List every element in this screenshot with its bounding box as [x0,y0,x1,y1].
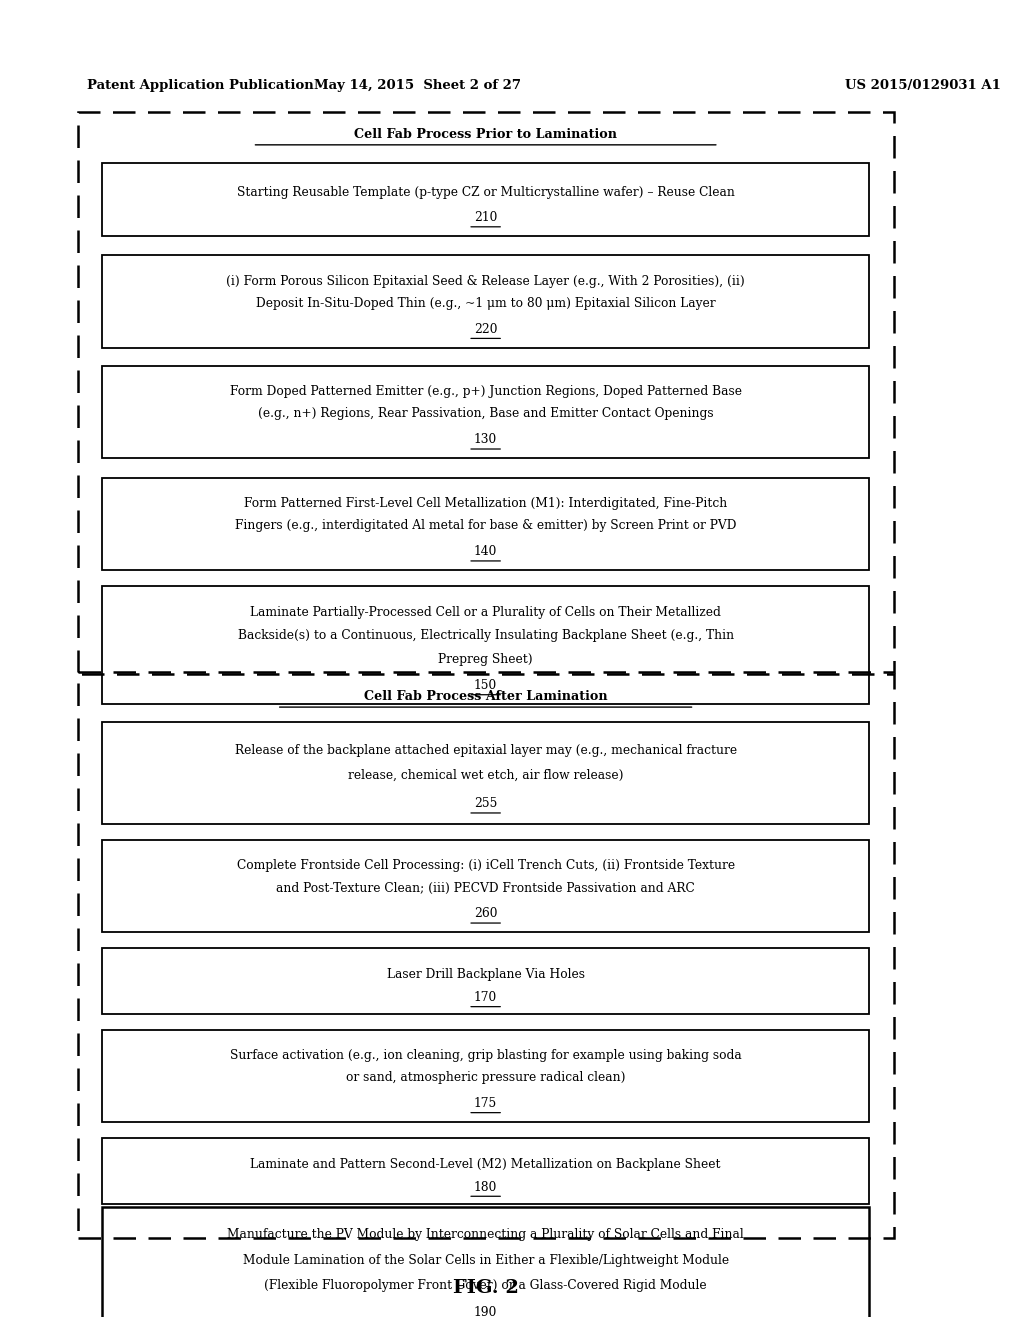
Text: (Flexible Fluoropolymer Front Cover) or a Glass-Covered Rigid Module: (Flexible Fluoropolymer Front Cover) or … [264,1279,707,1291]
Bar [78,675,894,1238]
Bar [102,164,869,236]
Text: May 14, 2015  Sheet 2 of 27: May 14, 2015 Sheet 2 of 27 [314,79,521,92]
Text: Complete Frontside Cell Processing: (i) iCell Trench Cuts, (ii) Frontside Textur: Complete Frontside Cell Processing: (i) … [237,859,734,873]
Text: Manufacture the PV Module by Interconnecting a Plurality of Solar Cells and Fina: Manufacture the PV Module by Interconnec… [227,1229,744,1242]
Text: release, chemical wet etch, air flow release): release, chemical wet etch, air flow rel… [348,768,624,781]
Text: 255: 255 [474,797,498,810]
Text: Prepreg Sheet): Prepreg Sheet) [438,653,532,665]
Text: 260: 260 [474,907,498,920]
Text: 175: 175 [474,1097,498,1110]
Text: Deposit In-Situ-Doped Thin (e.g., ~1 μm to 80 μm) Epitaxial Silicon Layer: Deposit In-Situ-Doped Thin (e.g., ~1 μm … [256,297,716,310]
Text: Form Doped Patterned Emitter (e.g., p+) Junction Regions, Doped Patterned Base: Form Doped Patterned Emitter (e.g., p+) … [229,385,741,399]
Bar [102,722,869,824]
Bar [102,1138,869,1204]
Text: Surface activation (e.g., ion cleaning, grip blasting for example using baking s: Surface activation (e.g., ion cleaning, … [229,1049,741,1063]
Bar [102,948,869,1014]
Bar [102,1030,869,1122]
Text: Laminate Partially-Processed Cell or a Plurality of Cells on Their Metallized: Laminate Partially-Processed Cell or a P… [250,606,721,619]
Bar [102,478,869,570]
Text: Fingers (e.g., interdigitated Al metal for base & emitter) by Screen Print or PV: Fingers (e.g., interdigitated Al metal f… [234,519,736,532]
Text: Form Patterned First-Level Cell Metallization (M1): Interdigitated, Fine-Pitch: Form Patterned First-Level Cell Metalliz… [244,498,727,511]
Text: Laser Drill Backplane Via Holes: Laser Drill Backplane Via Holes [387,968,585,981]
Text: 210: 210 [474,211,498,224]
Text: US 2015/0129031 A1: US 2015/0129031 A1 [845,79,1000,92]
Text: or sand, atmospheric pressure radical clean): or sand, atmospheric pressure radical cl… [346,1071,626,1084]
Text: and Post-Texture Clean; (iii) PECVD Frontside Passivation and ARC: and Post-Texture Clean; (iii) PECVD Fron… [276,882,695,895]
Text: 140: 140 [474,545,498,558]
Text: (e.g., n+) Regions, Rear Passivation, Base and Emitter Contact Openings: (e.g., n+) Regions, Rear Passivation, Ba… [258,408,714,421]
Text: Cell Fab Process Prior to Lamination: Cell Fab Process Prior to Lamination [354,128,617,141]
Bar [102,366,869,458]
Text: 180: 180 [474,1180,498,1193]
Text: 170: 170 [474,991,498,1005]
Text: Module Lamination of the Solar Cells in Either a Flexible/Lightweight Module: Module Lamination of the Solar Cells in … [243,1254,729,1266]
Text: 150: 150 [474,678,498,692]
Bar [102,256,869,347]
Text: 130: 130 [474,433,498,446]
Bar [102,586,869,705]
Text: Starting Reusable Template (p-type CZ or Multicrystalline wafer) – Reuse Clean: Starting Reusable Template (p-type CZ or… [237,186,734,199]
Text: Cell Fab Process After Lamination: Cell Fab Process After Lamination [364,690,607,704]
Text: Backside(s) to a Continuous, Electrically Insulating Backplane Sheet (e.g., Thin: Backside(s) to a Continuous, Electricall… [238,630,734,643]
Bar [78,112,894,672]
Text: Laminate and Pattern Second-Level (M2) Metallization on Backplane Sheet: Laminate and Pattern Second-Level (M2) M… [251,1158,721,1171]
Bar [102,840,869,932]
Text: Release of the backplane attached epitaxial layer may (e.g., mechanical fracture: Release of the backplane attached epitax… [234,744,736,756]
Text: FIG. 2: FIG. 2 [453,1279,518,1296]
Text: 220: 220 [474,322,498,335]
Text: (i) Form Porous Silicon Epitaxial Seed & Release Layer (e.g., With 2 Porosities): (i) Form Porous Silicon Epitaxial Seed &… [226,275,745,288]
Text: 190: 190 [474,1305,498,1319]
Text: Patent Application Publication: Patent Application Publication [87,79,314,92]
Bar [102,1208,869,1320]
